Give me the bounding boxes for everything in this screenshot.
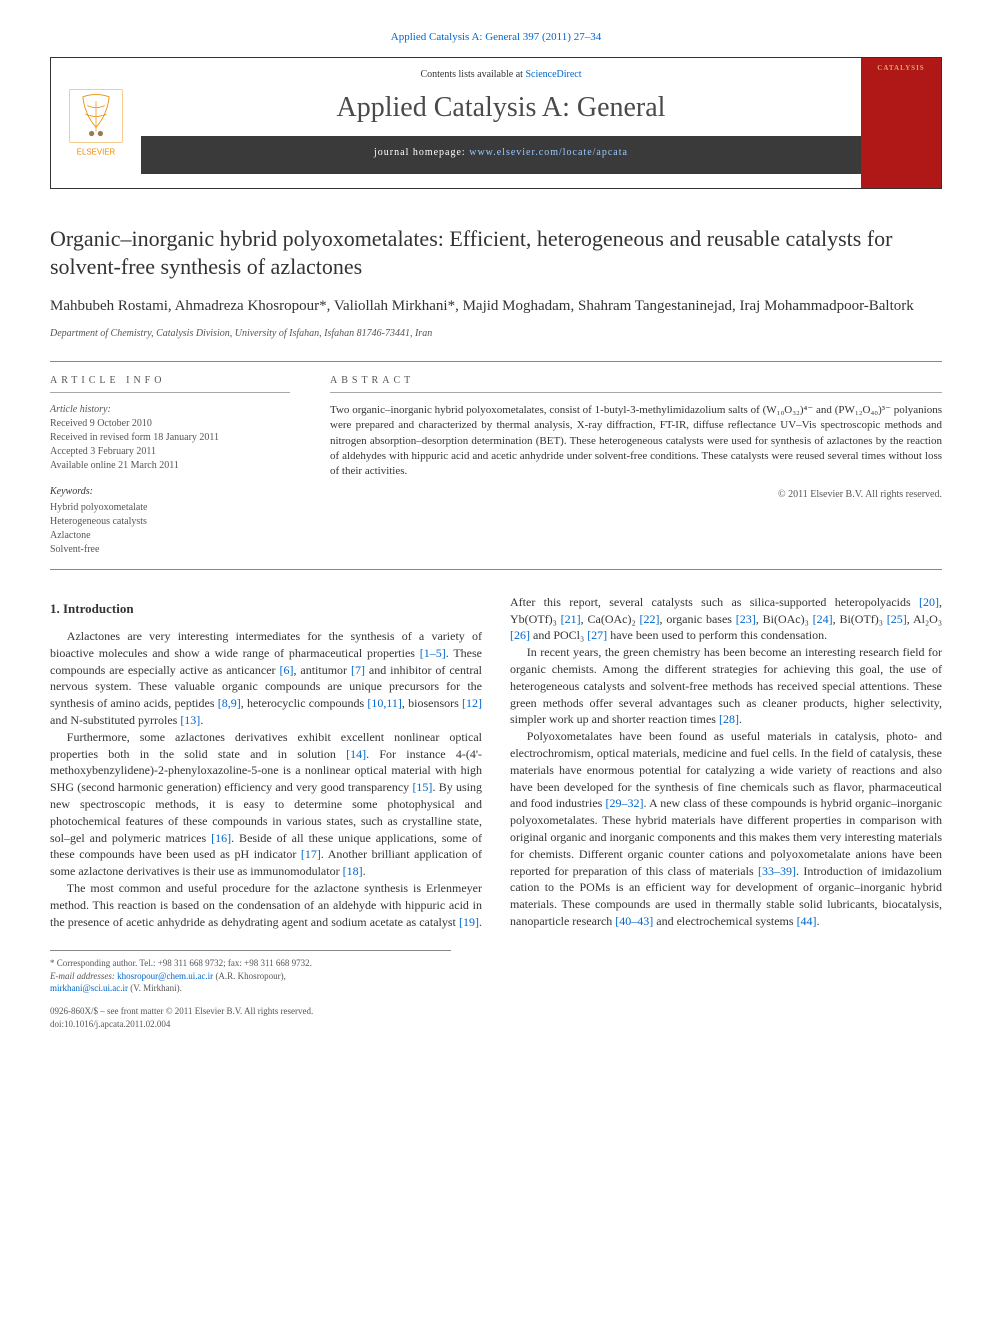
footer-separator (50, 950, 451, 951)
ref-link[interactable]: [7] (351, 663, 365, 677)
journal-citation[interactable]: Applied Catalysis A: General 397 (2011) … (50, 30, 942, 45)
body-paragraph: Azlactones are very interesting intermed… (50, 628, 482, 729)
ref-link[interactable]: [17] (301, 847, 321, 861)
ref-link[interactable]: [18] (343, 864, 363, 878)
contents-prefix: Contents lists available at (420, 69, 525, 80)
affiliation: Department of Chemistry, Catalysis Divis… (50, 327, 942, 341)
elsevier-logo-box: ELSEVIER (51, 58, 141, 187)
homepage-line: journal homepage: www.elsevier.com/locat… (141, 146, 861, 160)
ref-link[interactable]: [22] (640, 612, 660, 626)
body-paragraph: In recent years, the green chemistry has… (510, 644, 942, 728)
history-received: Received 9 October 2010 (50, 418, 152, 429)
ref-link[interactable]: [13] (180, 713, 200, 727)
email-link[interactable]: khosropour@chem.ui.ac.ir (117, 971, 213, 981)
homepage-link[interactable]: www.elsevier.com/locate/apcata (469, 147, 628, 158)
email-link[interactable]: mirkhani@sci.ui.ac.ir (50, 983, 128, 993)
journal-cover-thumb: CATALYSIS (861, 58, 941, 187)
banner-center: Contents lists available at ScienceDirec… (141, 58, 861, 187)
ref-link[interactable]: [33–39] (758, 864, 796, 878)
ref-link[interactable]: [14] (346, 747, 366, 761)
copyright-footer: 0926-860X/$ – see front matter © 2011 El… (50, 1005, 451, 1030)
article-history: Article history: Received 9 October 2010… (50, 403, 290, 473)
body-paragraph: Polyoxometalates have been found as usef… (510, 728, 942, 930)
elsevier-logo: ELSEVIER (61, 88, 131, 158)
ref-link[interactable]: [16] (211, 831, 231, 845)
abstract-text: Two organic–inorganic hybrid polyoxometa… (330, 403, 942, 480)
ref-link[interactable]: [12] (462, 696, 482, 710)
ref-link[interactable]: [15] (412, 780, 432, 794)
journal-name: Applied Catalysis A: General (141, 88, 861, 127)
ref-link[interactable]: [40–43] (615, 914, 653, 928)
cover-text: CATALYSIS (877, 64, 924, 74)
abstract-copyright: © 2011 Elsevier B.V. All rights reserved… (330, 488, 942, 502)
email-label: E-mail addresses: (50, 971, 117, 981)
corresponding-author: * Corresponding author. Tel.: +98 311 66… (50, 957, 451, 995)
ref-link[interactable]: [10,11] (367, 696, 402, 710)
ref-link[interactable]: [6] (279, 663, 293, 677)
corr-phone: * Corresponding author. Tel.: +98 311 66… (50, 957, 451, 970)
ref-link[interactable]: [29–32] (606, 796, 644, 810)
abstract-heading: ABSTRACT (330, 374, 942, 393)
ref-link[interactable]: [19] (459, 915, 479, 929)
history-revised: Received in revised form 18 January 2011 (50, 432, 219, 443)
ref-link[interactable]: [28] (719, 712, 739, 726)
keywords-list: Hybrid polyoxometalate Heterogeneous cat… (50, 501, 290, 557)
info-abstract-block: ARTICLE INFO Article history: Received 9… (50, 361, 942, 570)
journal-banner: ELSEVIER Contents lists available at Sci… (50, 57, 942, 188)
ref-link[interactable]: [21] (561, 612, 581, 626)
sciencedirect-link[interactable]: ScienceDirect (525, 69, 581, 80)
article-title: Organic–inorganic hybrid polyoxometalate… (50, 225, 942, 282)
email-who: (V. Mirkhani). (128, 983, 182, 993)
email-who: (A.R. Khosropour), (213, 971, 286, 981)
history-online: Available online 21 March 2011 (50, 460, 179, 471)
authors: Mahbubeh Rostami, Ahmadreza Khosropour*,… (50, 296, 942, 317)
article-info-column: ARTICLE INFO Article history: Received 9… (50, 362, 300, 569)
keyword: Hybrid polyoxometalate (50, 502, 147, 513)
ref-link[interactable]: [26] (510, 628, 530, 642)
ref-link[interactable]: [20] (919, 595, 939, 609)
ref-link[interactable]: [25] (887, 612, 907, 626)
contents-line: Contents lists available at ScienceDirec… (141, 68, 861, 82)
svg-text:ELSEVIER: ELSEVIER (77, 147, 116, 156)
ref-link[interactable]: [44] (797, 914, 817, 928)
keyword: Azlactone (50, 530, 91, 541)
doi: doi:10.1016/j.apcata.2011.02.004 (50, 1018, 451, 1031)
body-paragraph: Furthermore, some azlactones derivatives… (50, 729, 482, 880)
ref-link[interactable]: [1–5] (420, 646, 446, 660)
history-label: Article history: (50, 404, 111, 415)
front-matter: 0926-860X/$ – see front matter © 2011 El… (50, 1005, 451, 1018)
ref-link[interactable]: [27] (587, 628, 607, 642)
keyword: Heterogeneous catalysts (50, 516, 147, 527)
keywords-label: Keywords: (50, 485, 290, 499)
section-1-title: 1. Introduction (50, 600, 482, 618)
info-heading: ARTICLE INFO (50, 374, 290, 393)
history-accepted: Accepted 3 February 2011 (50, 446, 156, 457)
ref-link[interactable]: [23] (736, 612, 756, 626)
keyword: Solvent-free (50, 544, 99, 555)
homepage-prefix: journal homepage: (374, 147, 469, 158)
ref-link[interactable]: [24] (813, 612, 833, 626)
ref-link[interactable]: [8,9] (218, 696, 241, 710)
body-two-column: 1. Introduction Azlactones are very inte… (50, 594, 942, 931)
abstract-column: ABSTRACT Two organic–inorganic hybrid po… (330, 362, 942, 569)
